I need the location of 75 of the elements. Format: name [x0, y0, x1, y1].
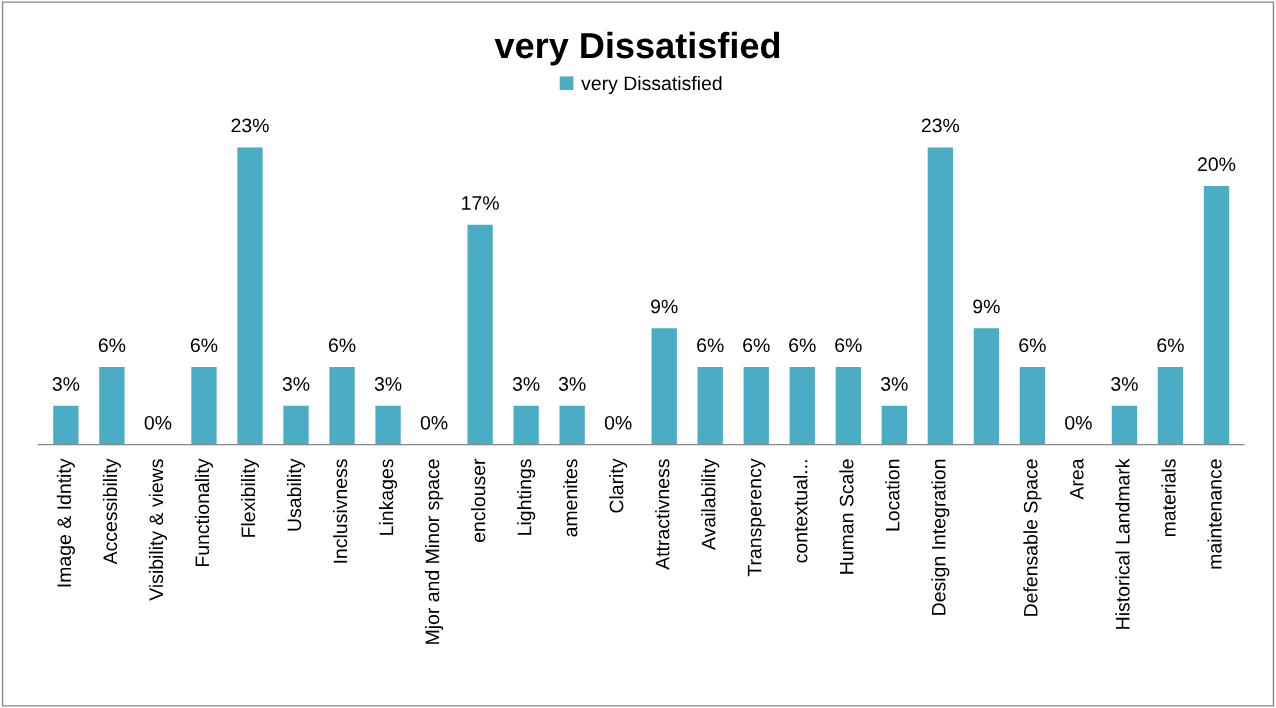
- bar: [973, 328, 1000, 445]
- data-label: 3%: [282, 377, 310, 391]
- data-label: 6%: [835, 338, 862, 353]
- x-tick-label: Functionality: [194, 458, 214, 567]
- x-tick-label: Defensable Space: [1023, 459, 1042, 616]
- x-tick-label: Mjor and Minor space: [425, 459, 444, 644]
- x-tick-label: Lightings: [517, 459, 536, 535]
- bar: [1019, 367, 1046, 445]
- data-label: 3%: [52, 377, 80, 391]
- data-label: 0%: [1065, 415, 1092, 430]
- x-tick-label: amenites: [563, 459, 578, 537]
- x-tick-label: enclouser: [471, 458, 486, 542]
- data-label: 20%: [1198, 157, 1236, 172]
- data-label: 3%: [374, 377, 402, 391]
- bar: [559, 405, 585, 445]
- bar: [697, 367, 723, 445]
- bar: [1111, 405, 1138, 445]
- data-label: 3%: [1111, 377, 1138, 391]
- x-tick-label: materials: [1161, 459, 1176, 537]
- bar: [283, 405, 309, 445]
- bar: [835, 367, 861, 445]
- x-tick-label: Historical Landmark: [1115, 458, 1130, 629]
- x-tick-label: Flexibility: [240, 458, 260, 537]
- bar: [743, 367, 769, 445]
- x-tick-label: Clarity: [609, 458, 628, 513]
- data-label: 6%: [1157, 338, 1184, 353]
- data-label: 6%: [697, 338, 724, 353]
- bar: [651, 328, 677, 445]
- data-label: 23%: [231, 118, 269, 133]
- x-tick-label: Visibility & views: [148, 459, 167, 601]
- bar: [927, 147, 953, 445]
- data-label: 6%: [1019, 338, 1046, 353]
- x-tick-label: Attractivness: [655, 459, 670, 570]
- x-tick-label: Transperency: [747, 458, 766, 577]
- bar: [99, 367, 125, 445]
- x-tick-label: Design Integration: [931, 459, 950, 615]
- data-label: 23%: [921, 118, 960, 133]
- bar: [53, 405, 79, 445]
- data-label: 6%: [190, 338, 218, 353]
- data-label: 0%: [604, 415, 632, 430]
- chart-title: very Dissatisfied: [494, 31, 780, 66]
- x-tick-label: Human Scale: [839, 459, 854, 574]
- bar: [329, 367, 355, 445]
- x-tick-label: Linkages: [379, 459, 398, 535]
- data-label: 0%: [420, 415, 448, 430]
- x-tick-label: maintenance: [1207, 459, 1222, 569]
- data-label: 3%: [881, 377, 908, 391]
- bar: [1203, 186, 1230, 445]
- x-tick-label: Image & Idntity: [56, 458, 75, 587]
- bar: [237, 147, 263, 445]
- x-tick-label: contextual...: [793, 460, 808, 563]
- x-tick-label: Accessibility: [102, 458, 121, 565]
- data-label: 9%: [973, 299, 1000, 314]
- x-tick-label: Area: [1070, 458, 1084, 500]
- data-label: 0%: [144, 415, 172, 430]
- bar: [1157, 367, 1184, 445]
- x-tick-label: Usability: [286, 458, 306, 531]
- bar: [881, 405, 907, 445]
- data-label: 9%: [651, 299, 678, 314]
- bar: [467, 224, 493, 445]
- data-label: 6%: [789, 338, 816, 353]
- bar: [375, 405, 401, 445]
- data-label: 3%: [512, 377, 540, 391]
- data-label: 6%: [328, 338, 356, 353]
- data-label: 6%: [743, 338, 770, 353]
- x-tick-label: Location: [885, 459, 900, 531]
- data-label: 17%: [462, 196, 499, 210]
- legend-label: very Dissatisfied: [581, 75, 722, 95]
- data-label: 6%: [98, 338, 126, 353]
- bar: [513, 405, 539, 445]
- data-label: 3%: [558, 377, 586, 391]
- x-tick-label: Availability: [701, 458, 720, 550]
- bar: [789, 367, 815, 445]
- x-tick-label: Inclusivness: [332, 459, 348, 563]
- bar: [191, 367, 217, 445]
